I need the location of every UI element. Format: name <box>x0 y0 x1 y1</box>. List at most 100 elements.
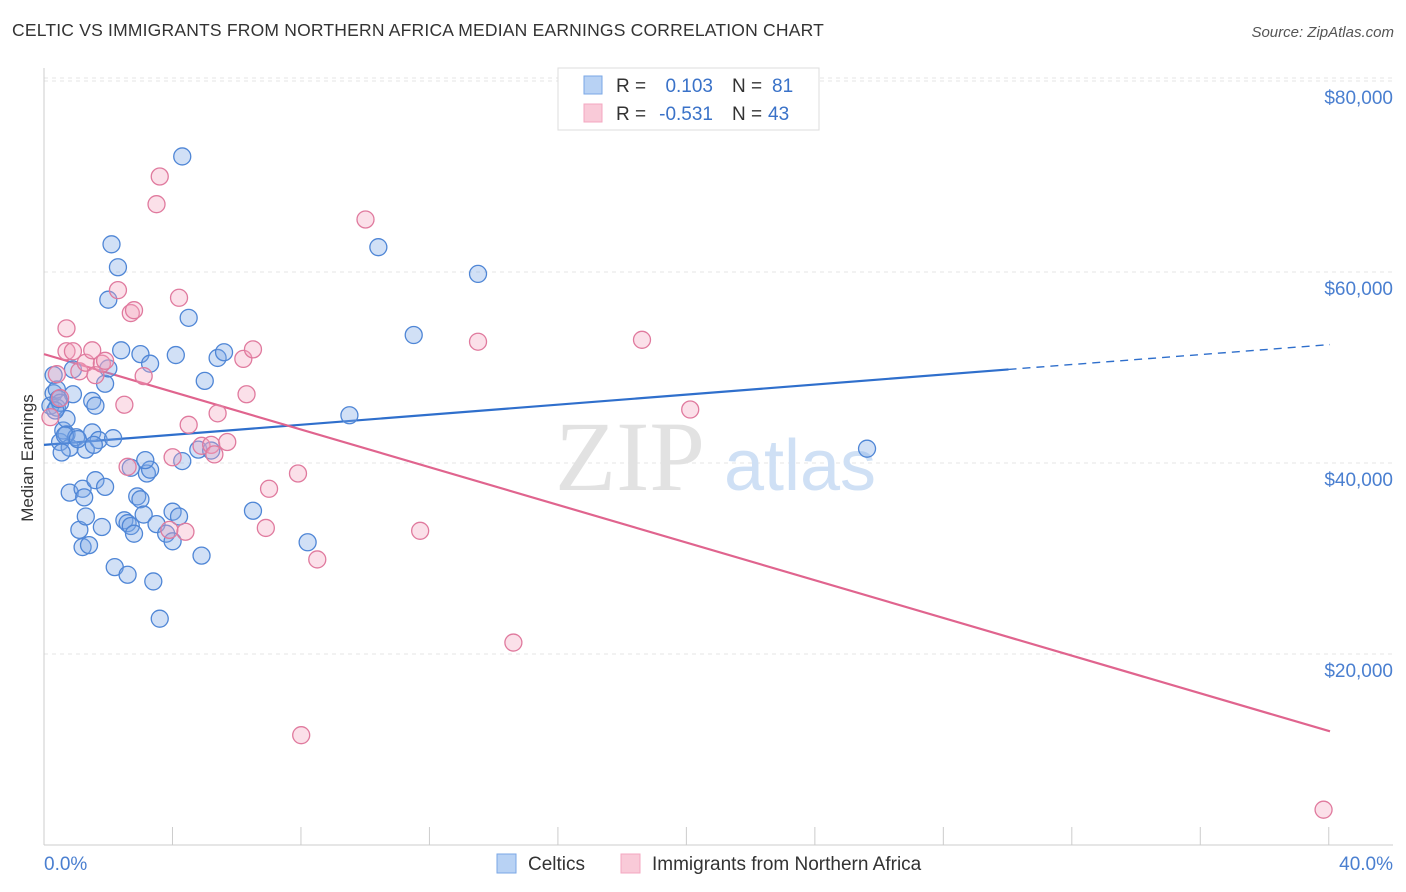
celtics-point-76 <box>68 429 87 449</box>
immigrants-point-11 <box>95 351 115 370</box>
celtics-point-30 <box>99 290 118 309</box>
celtics-point-31 <box>102 235 121 254</box>
immigrants-point-2 <box>50 388 70 408</box>
celtics-point-55 <box>169 507 189 526</box>
immigrants-point-0 <box>41 408 60 427</box>
legend-n-label-2: N = <box>732 104 762 125</box>
celtics-point-37 <box>118 565 137 584</box>
celtics-point-68 <box>369 238 388 257</box>
watermark-zip: ZIP <box>555 401 705 512</box>
legend-swatch-immigrants <box>583 103 603 123</box>
bottom-legend-celtics: Celtics <box>528 854 585 875</box>
x-tick-max: 40.0% <box>1339 854 1393 875</box>
immigrants-point-17 <box>134 366 153 386</box>
celtics-point-61 <box>195 371 214 391</box>
celtics-point-67 <box>340 406 359 425</box>
bottom-legend-swatch-celtics <box>496 853 517 874</box>
celtics-point-64 <box>214 343 234 362</box>
celtics-point-77 <box>75 488 94 507</box>
celtics-point-65 <box>243 501 263 520</box>
celtics-trend-extension <box>1008 343 1331 371</box>
celtics-point-50 <box>150 609 169 628</box>
celtics-point-18 <box>76 507 95 526</box>
immigrants-point-15 <box>121 303 140 323</box>
celtics-point-79 <box>103 429 123 448</box>
celtics-point-60 <box>192 546 211 565</box>
celtics-point-56 <box>173 147 192 166</box>
celtics-point-52 <box>163 532 182 551</box>
celtics-point-71 <box>857 439 877 458</box>
celtics-point-69 <box>404 325 423 345</box>
immigrants-point-41 <box>504 633 523 652</box>
celtics-point-33 <box>108 258 128 277</box>
celtics-point-80 <box>136 450 155 470</box>
axes <box>43 68 1393 846</box>
legend-r-label-2: R = <box>616 104 646 125</box>
immigrants-point-37 <box>308 550 327 569</box>
celtics-point-34 <box>112 341 131 360</box>
celtics-point-44 <box>134 505 153 524</box>
x-tick-labels: 0.0% 40.0% <box>44 854 1393 875</box>
legend-n-value-1: 81 <box>772 76 793 97</box>
immigrants-point-4 <box>57 319 76 338</box>
immigrants-point-43 <box>681 400 700 419</box>
immigrants-point-10 <box>92 354 112 373</box>
bottom-legend-swatch-immigrants <box>620 853 641 874</box>
celtics-point-42 <box>131 490 150 509</box>
watermark-atlas: atlas <box>724 426 876 506</box>
immigrants-point-42 <box>632 330 652 349</box>
y-tick-40000: $40,000 <box>1324 470 1393 491</box>
legend-r-value-1: 0.103 <box>665 76 713 97</box>
y-tick-80000: $80,000 <box>1324 88 1393 109</box>
immigrants-point-29 <box>218 432 237 452</box>
celtics-point-74 <box>52 443 71 462</box>
immigrants-point-22 <box>169 288 189 307</box>
celtics-point-73 <box>49 389 68 409</box>
celtics-point-41 <box>128 487 147 506</box>
source-label: Source: ZipAtlas.com <box>1251 24 1394 41</box>
immigrants-point-40 <box>468 332 488 351</box>
immigrants-point-44 <box>1314 800 1333 819</box>
immigrants-point-24 <box>179 415 198 434</box>
celtics-trend-line <box>43 368 1009 446</box>
legend-r-value-2: -0.531 <box>659 104 713 125</box>
series-legend: Celtics Immigrants from Northern Africa <box>496 853 922 875</box>
immigrants-point-25 <box>192 436 211 455</box>
celtics-point-40 <box>124 524 144 543</box>
celtics-point-26 <box>92 517 112 537</box>
y-tick-labels: $80,000 $60,000 $40,000 $20,000 <box>1324 88 1393 682</box>
immigrants-trend-line <box>43 353 1331 733</box>
celtics-point-70 <box>468 264 488 284</box>
immigrants-point-18 <box>147 195 166 214</box>
immigrants-point-19 <box>150 167 169 186</box>
celtics-point-23 <box>86 396 105 415</box>
celtics-point-24 <box>86 471 105 490</box>
celtics-point-28 <box>95 477 115 497</box>
immigrants-point-33 <box>256 518 275 538</box>
immigrants-point-38 <box>356 210 375 229</box>
immigrants-point-31 <box>237 385 256 404</box>
immigrants-point-14 <box>118 457 137 476</box>
immigrants-point-23 <box>176 522 195 541</box>
immigrants-point-9 <box>86 365 105 385</box>
stats-legend: R = 0.103 N = 81 R = -0.531 N = 43 <box>557 67 820 131</box>
watermark: ZIP atlas <box>555 401 876 512</box>
legend-n-label-1: N = <box>732 76 762 97</box>
chart-title: CELTIC VS IMMIGRANTS FROM NORTHERN AFRIC… <box>12 20 824 40</box>
y-tick-60000: $60,000 <box>1324 279 1393 300</box>
immigrants-point-16 <box>124 301 144 320</box>
trend-lines <box>43 343 1331 733</box>
immigrants-point-1 <box>47 365 67 384</box>
celtics-point-16 <box>73 537 92 557</box>
x-tick-min: 0.0% <box>44 854 87 875</box>
immigrants-point-21 <box>163 448 182 467</box>
immigrants-point-36 <box>292 726 311 745</box>
immigrants-point-8 <box>83 341 102 360</box>
immigrants-point-12 <box>108 280 128 300</box>
celtics-point-48 <box>144 572 163 591</box>
legend-r-label-1: R = <box>616 76 646 97</box>
immigrants-point-28 <box>208 404 227 423</box>
immigrants-point-35 <box>288 464 308 483</box>
immigrants-point-13 <box>115 395 134 414</box>
